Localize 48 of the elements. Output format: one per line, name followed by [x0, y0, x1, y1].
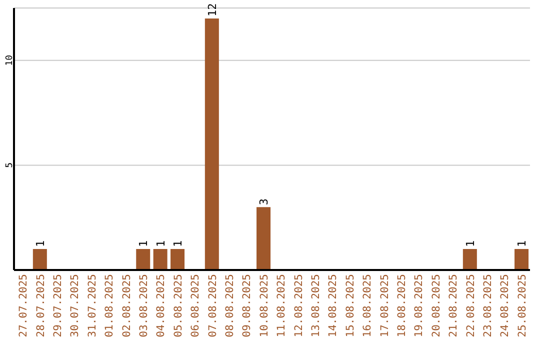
x-tick-label: 02.08.2025	[120, 274, 133, 338]
x-tick-label: 15.08.2025	[344, 274, 356, 338]
x-tick-label: 24.08.2025	[499, 274, 512, 338]
x-tick-label: 13.08.2025	[310, 274, 322, 338]
x-tick-label: 23.08.2025	[482, 274, 494, 338]
x-tick-label: 29.07.2025	[52, 274, 64, 338]
x-tick-label: 16.08.2025	[362, 274, 374, 338]
y-tick-label: 5	[5, 162, 15, 168]
x-tick-label: 20.08.2025	[430, 274, 442, 338]
x-tick-label: 12.08.2025	[292, 274, 305, 338]
x-tick-label: 05.08.2025	[172, 274, 184, 338]
x-tick-label: 14.08.2025	[327, 274, 340, 338]
x-tick-label: 09.08.2025	[241, 274, 254, 338]
x-tick-label: 28.07.2025	[34, 274, 47, 338]
y-tick-label: 10	[5, 54, 15, 66]
x-tick-label: 17.08.2025	[378, 274, 391, 338]
bar	[32, 249, 47, 270]
bar	[462, 249, 477, 270]
data-label: 1	[154, 240, 168, 248]
x-tick-label: 11.08.2025	[276, 274, 288, 338]
data-label: 1	[137, 240, 150, 248]
bar	[136, 249, 150, 270]
x-tick-label: 19.08.2025	[413, 274, 426, 338]
data-label: 1	[464, 240, 477, 248]
x-tick-label: 30.07.2025	[69, 274, 82, 338]
x-tick-label: 01.08.2025	[104, 274, 116, 338]
bar	[204, 18, 219, 270]
data-label: 3	[258, 198, 271, 206]
data-label: 1	[172, 240, 185, 248]
bar	[153, 249, 168, 270]
x-tick-label: 31.07.2025	[86, 274, 98, 338]
bar	[514, 249, 529, 270]
bar	[256, 207, 271, 270]
data-label: 1	[516, 240, 529, 248]
x-tick-label: 18.08.2025	[396, 274, 408, 338]
data-label: 1	[34, 240, 47, 248]
x-tick-label: 03.08.2025	[138, 274, 150, 338]
data-label: 12	[206, 3, 219, 16]
x-tick-label: 08.08.2025	[224, 274, 236, 338]
x-tick-label: 06.08.2025	[190, 274, 202, 338]
bar	[170, 249, 185, 270]
x-tick-label: 27.07.2025	[18, 274, 30, 338]
x-tick-label: 04.08.2025	[155, 274, 168, 338]
x-tick-label: 21.08.2025	[448, 274, 460, 338]
x-tick-label: 22.08.2025	[464, 274, 477, 338]
x-tick-label: 25.08.2025	[516, 274, 528, 338]
x-tick-label: 07.08.2025	[206, 274, 219, 338]
x-tick-label: 10.08.2025	[258, 274, 270, 338]
